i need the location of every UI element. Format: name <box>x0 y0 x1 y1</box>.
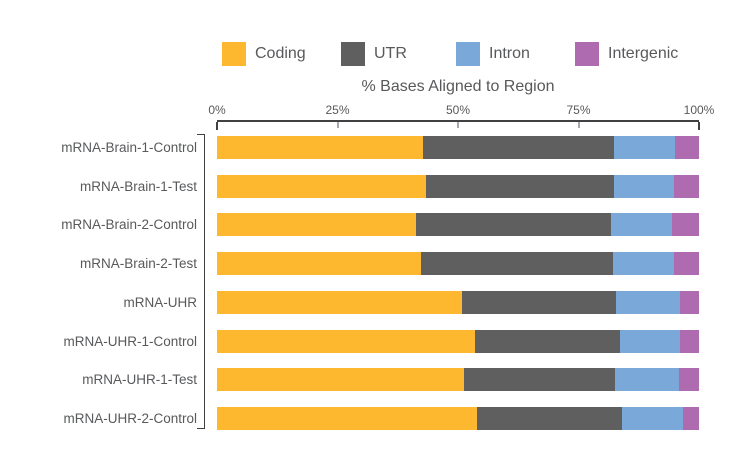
bar-row-mrna-brain-2-control <box>217 213 699 236</box>
axis-tick-100 <box>698 122 700 130</box>
axis-tick-label-0: 0% <box>208 103 226 117</box>
legend-item-utr: UTR <box>341 42 407 66</box>
bar-segment-intron <box>619 330 680 353</box>
bar-segment-intergenic <box>683 407 699 430</box>
bar-segment-intron <box>611 213 673 236</box>
category-labels: mRNA-Brain-1-Control mRNA-Brain-1-Test mRN… <box>0 136 197 431</box>
bar-segment-intergenic <box>680 291 699 314</box>
bar-segment-intergenic <box>673 252 699 275</box>
bar-segment-coding <box>217 136 423 159</box>
bar-segment-utr <box>463 368 615 391</box>
legend-label: Intron <box>489 45 530 62</box>
category-label-mrna-uhr-2-control: mRNA-UHR-2-Control <box>63 411 197 426</box>
bar-segment-intron <box>613 136 675 159</box>
axis-tick-label-75: 75% <box>566 103 591 117</box>
bar-row-mrna-uhr-1-test <box>217 368 699 391</box>
category-bracket <box>197 134 205 429</box>
bar-row-mrna-brain-2-test <box>217 252 699 275</box>
axis-tick-0 <box>216 122 218 130</box>
axis-tick-50 <box>457 122 459 128</box>
bar-segment-coding <box>217 175 427 198</box>
bar-segment-intergenic <box>674 136 699 159</box>
legend-swatch-intron <box>456 42 480 66</box>
bar-row-mrna-brain-1-test <box>217 175 699 198</box>
axis-tick-label-25: 25% <box>325 103 350 117</box>
category-label-mrna-brain-1-test: mRNA-Brain-1-Test <box>79 179 197 194</box>
legend-swatch-intergenic <box>575 42 599 66</box>
plot-area <box>217 136 699 431</box>
bar-segment-utr <box>426 175 615 198</box>
bar-segment-utr <box>474 330 620 353</box>
bar-segment-coding <box>217 252 421 275</box>
bar-segment-intron <box>612 252 674 275</box>
bar-segment-intergenic <box>678 368 699 391</box>
legend-item-coding: Coding <box>222 42 306 66</box>
bar-segment-utr <box>416 213 612 236</box>
bar-segment-intergenic <box>672 213 699 236</box>
bar-row-mrna-uhr-1-control <box>217 330 699 353</box>
bar-row-mrna-uhr-2-control <box>217 407 699 430</box>
bar-segment-intron <box>614 175 674 198</box>
bar-segment-coding <box>217 291 462 314</box>
legend-item-intron: Intron <box>456 42 530 66</box>
bar-row-mrna-uhr <box>217 291 699 314</box>
category-label-mrna-brain-2-test: mRNA-Brain-2-Test <box>79 256 197 271</box>
category-label-mrna-brain-2-control: mRNA-Brain-2-Control <box>61 217 197 232</box>
bar-segment-coding <box>217 330 475 353</box>
legend-item-intergenic: Intergenic <box>575 42 678 66</box>
bar-segment-intron <box>616 291 681 314</box>
x-axis: 0% 25% 50% 75% 100% <box>208 103 714 133</box>
axis-tick-label-50: 50% <box>445 103 471 117</box>
bar-segment-intron <box>621 407 684 430</box>
axis-tick-25 <box>336 122 339 128</box>
axis-tick-label-100: 100% <box>683 103 715 117</box>
axis-tick-75 <box>577 122 580 128</box>
bar-segment-utr <box>422 136 614 159</box>
legend-label: Intergenic <box>608 45 679 62</box>
category-label-mrna-uhr: mRNA-UHR <box>123 295 198 310</box>
legend-swatch-utr <box>341 42 365 66</box>
bar-segment-utr <box>461 291 617 314</box>
legend-swatch-coding <box>222 42 246 66</box>
bar-segment-utr <box>420 252 613 275</box>
legend-label: Coding <box>255 45 306 62</box>
bar-segment-coding <box>217 213 417 236</box>
chart-title: % Bases Aligned to Region <box>361 78 555 95</box>
bar-segment-intergenic <box>673 175 699 198</box>
legend-label: UTR <box>374 45 407 62</box>
x-axis-line <box>217 120 699 122</box>
bar-segment-coding <box>217 368 464 391</box>
bar-row-mrna-brain-1-control <box>217 136 699 159</box>
bar-segment-coding <box>217 407 478 430</box>
category-label-mrna-uhr-1-test: mRNA-UHR-1-Test <box>82 372 197 387</box>
category-label-mrna-uhr-1-control: mRNA-UHR-1-Control <box>63 334 197 349</box>
bar-segment-utr <box>477 407 622 430</box>
category-label-mrna-brain-1-control: mRNA-Brain-1-Control <box>61 140 197 155</box>
bar-segment-intergenic <box>679 330 699 353</box>
bar-segment-intron <box>614 368 679 391</box>
